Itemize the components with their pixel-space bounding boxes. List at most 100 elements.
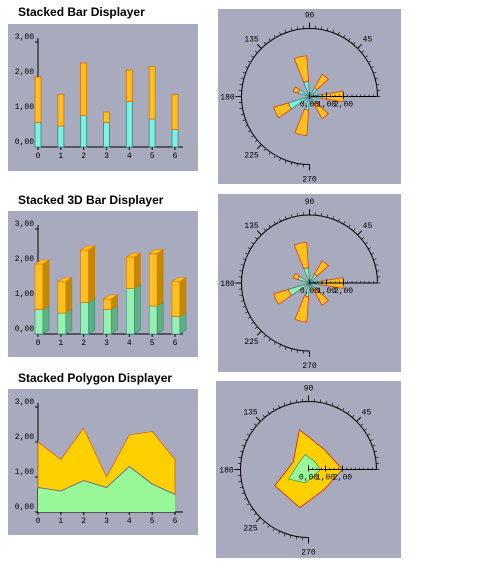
angle-tick-label: 90 <box>305 12 315 21</box>
bar-top <box>171 277 187 282</box>
angle-minor-tick <box>360 423 364 427</box>
angle-minor-tick <box>376 270 380 272</box>
bar-top <box>79 245 96 251</box>
x-tick-label: 6 <box>173 339 178 348</box>
wedge <box>273 288 292 305</box>
bar-segment <box>148 66 156 120</box>
angle-minor-tick <box>242 119 246 122</box>
angle-minor-tick <box>374 450 378 453</box>
x-tick-label: 2 <box>81 339 86 348</box>
angle-minor-tick <box>296 163 298 167</box>
angle-minor-tick <box>273 341 276 345</box>
bar-segment <box>171 316 181 335</box>
angle-minor-tick <box>290 162 293 166</box>
bar-top <box>102 294 119 300</box>
angle-minor-tick <box>272 528 275 532</box>
angle-minor-tick <box>367 433 371 436</box>
angle-minor-tick <box>251 321 254 324</box>
y-tick-label: 3,00 <box>15 398 34 407</box>
angle-minor-tick <box>253 512 257 516</box>
angle-minor-tick <box>283 533 286 537</box>
angle-tick-label: 135 <box>243 409 258 418</box>
x-tick-label: 3 <box>104 517 109 526</box>
angle-minor-tick <box>326 214 329 218</box>
angle-minor-tick <box>325 400 328 404</box>
angle-minor-tick <box>247 130 251 133</box>
bar-side <box>134 252 141 290</box>
angle-minor-tick <box>242 258 246 261</box>
bar-top <box>56 277 73 282</box>
angle-tick-label: 225 <box>244 338 259 347</box>
y-tick-label: 1,00 <box>15 290 34 299</box>
angle-minor-tick <box>250 508 253 511</box>
x-tick-label: 5 <box>150 517 155 526</box>
angle-minor-tick <box>284 29 287 33</box>
y-tick-label: 2,00 <box>15 255 34 264</box>
angle-minor-tick <box>272 407 275 411</box>
area <box>37 427 176 496</box>
bar-segment <box>148 118 156 148</box>
angle-minor-tick <box>267 525 270 528</box>
radial-tick-label: 1,00 <box>316 474 335 483</box>
chart: 45 90 135 180 225 270 0,001,002,00 <box>216 381 401 558</box>
angle-minor-tick <box>365 55 368 58</box>
x-tick-label: 4 <box>127 339 132 348</box>
angle-minor-tick <box>239 270 243 272</box>
radial-tick-label: 0,00 <box>299 474 318 483</box>
angle-minor-tick <box>241 492 245 495</box>
angle-minor-tick <box>273 221 276 225</box>
angle-minor-tick <box>279 344 282 348</box>
bar-segment <box>148 305 158 335</box>
angle-tick <box>256 144 262 150</box>
angle-tick <box>256 230 262 236</box>
x-tick-label: 1 <box>58 152 63 161</box>
angle-minor-tick <box>267 411 270 414</box>
bar-segment <box>126 256 135 289</box>
x-tick-label: 1 <box>58 339 63 348</box>
angle-tick <box>356 416 362 422</box>
angle-minor-tick <box>273 155 276 159</box>
angle-minor-tick <box>326 27 329 31</box>
bar-side <box>111 304 118 335</box>
angle-minor-tick <box>245 66 248 69</box>
angle-minor-tick <box>254 237 258 240</box>
angle-tick <box>255 416 261 422</box>
angle-tick-label: 225 <box>244 151 259 160</box>
angle-minor-tick <box>268 338 271 342</box>
chart: 45 90 135 180 225 270 0,001,002,00 <box>218 9 401 184</box>
angle-axis <box>240 401 377 538</box>
angle-minor-tick <box>332 216 335 220</box>
x-tick-label: 5 <box>150 339 155 348</box>
radial-tick-label: 0,00 <box>300 287 319 296</box>
angle-minor-tick <box>244 497 247 500</box>
angle-minor-tick <box>289 535 292 539</box>
wedge <box>292 86 301 94</box>
x-tick-label: 5 <box>150 152 155 161</box>
angle-minor-tick <box>238 456 242 458</box>
angle-minor-tick <box>242 71 246 74</box>
angle-minor-tick <box>250 428 253 431</box>
bar-side <box>65 276 73 314</box>
radial-tick-label: 0,00 <box>300 101 319 110</box>
angle-minor-tick <box>295 536 297 540</box>
chart: 0,00 1,00 2,00 3,00 0 1 2 3 4 5 6 <box>8 24 198 171</box>
angle-minor-tick <box>364 428 367 431</box>
bar-side <box>88 297 95 335</box>
y-tick-label: 3,00 <box>15 220 34 229</box>
angle-minor-tick <box>351 414 355 418</box>
bar-segment <box>171 94 179 130</box>
bar-side <box>156 248 164 307</box>
x-tick-label: 2 <box>81 517 86 526</box>
bar-segment <box>57 281 67 314</box>
angle-tick-label: 180 <box>219 467 234 476</box>
bar-segment <box>80 62 88 116</box>
angle-minor-tick <box>372 444 376 447</box>
wedge <box>314 73 329 91</box>
area <box>288 454 321 484</box>
angle-minor-tick <box>239 83 243 85</box>
angle-tick <box>256 43 262 49</box>
x-tick-label: 4 <box>127 152 132 161</box>
angle-minor-tick <box>296 349 298 353</box>
angle-tick-label: 45 <box>363 36 373 45</box>
